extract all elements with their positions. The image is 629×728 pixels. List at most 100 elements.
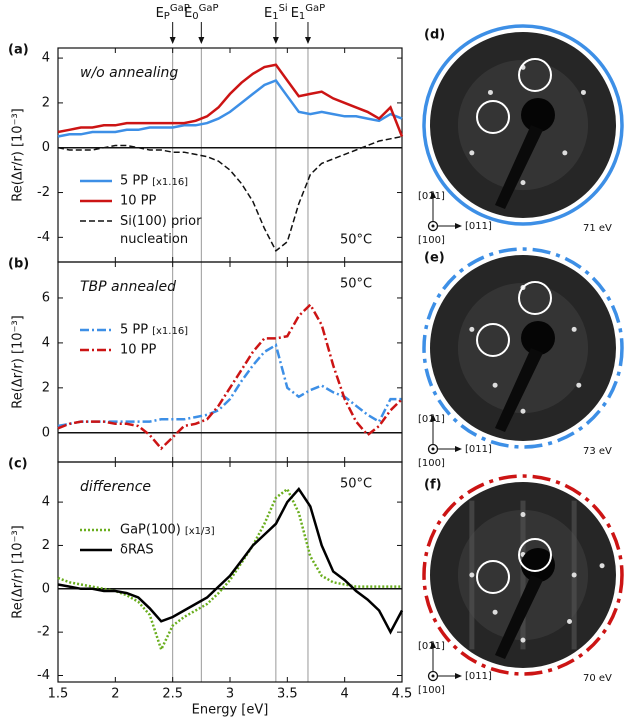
leed-energy: 70 eV (583, 673, 612, 684)
leed-marker (518, 58, 552, 92)
panel-label: (b) (8, 257, 29, 272)
axis-label: [100] (418, 458, 445, 469)
leed-panel-label: (d) (424, 28, 445, 43)
leed-spot (571, 572, 577, 578)
leed-marker (476, 560, 510, 594)
legend-label: 5 PP (120, 323, 148, 338)
axis-normal (427, 443, 439, 455)
y-tick-label: -4 (37, 668, 50, 683)
leed-shadow (521, 548, 555, 582)
leed-shadow (521, 98, 555, 132)
marker-arrowhead (272, 37, 279, 44)
leed-spot (520, 637, 526, 643)
leed-panel-label: (f) (424, 478, 442, 493)
leed-holder (495, 348, 543, 432)
y-tick-label: -2 (37, 625, 50, 640)
axis-normal-dot (431, 447, 435, 451)
series-line (57, 302, 403, 451)
marker-sup: Si (279, 3, 288, 14)
y-axis-label: Re(Δr/r) [10⁻³] (11, 108, 26, 201)
y-tick-label: 6 (42, 290, 50, 305)
marker-label: E1Si (264, 3, 288, 22)
axis-label: [100] (418, 235, 445, 246)
y-tick-label: 2 (42, 95, 50, 110)
legend-scale: [x1/3] (185, 526, 215, 537)
axis-label: [011] (465, 671, 492, 682)
axis-label: [011] (465, 221, 492, 232)
x-tick-label: 1.5 (48, 687, 69, 702)
marker-base: E (264, 6, 272, 21)
leed-spot (599, 563, 605, 569)
x-tick-label: 4 (341, 687, 349, 702)
series-line (57, 78, 403, 138)
leed-spot (492, 382, 498, 388)
legend-label: 10 PP (120, 194, 157, 209)
y-tick-label: 4 (42, 495, 50, 510)
legend-label: 5 PP (120, 174, 148, 189)
y-tick-label: -4 (37, 230, 50, 245)
marker-sub: 1 (272, 11, 278, 22)
marker-label: EPGaP (156, 3, 190, 22)
annotation: w/o annealing (80, 65, 178, 81)
marker-sup: GaP (305, 3, 325, 14)
leed-ring (422, 24, 624, 226)
panel-label: (c) (8, 457, 28, 472)
leed-spot (487, 89, 493, 95)
axis-label: [01̄1] (418, 191, 445, 202)
axis-normal-dot (431, 674, 435, 678)
x-tick-label: 4.5 (392, 687, 413, 702)
axis-arrowhead (455, 223, 462, 229)
plot-frame (57, 461, 403, 683)
axis-normal-dot (431, 224, 435, 228)
leed-energy: 73 eV (583, 446, 612, 457)
marker-base: E (156, 6, 164, 21)
marker-sup: GaP (170, 3, 190, 14)
axis-label: [011] (465, 444, 492, 455)
series-line (57, 135, 403, 252)
y-axis-label: Re(Δr/r) [10⁻³] (11, 315, 26, 408)
leed-ring (422, 247, 624, 449)
marker-arrowhead (198, 37, 205, 44)
leed-panel-label: (e) (424, 251, 445, 266)
temperature: 50°C (340, 233, 372, 248)
temperature: 50°C (340, 477, 372, 492)
marker-base: E (184, 6, 192, 21)
x-tick-label: 2 (111, 687, 119, 702)
marker-arrowhead (304, 37, 311, 44)
leed-spot (492, 609, 498, 615)
axis-arrowhead (455, 446, 462, 452)
axis-normal (427, 670, 439, 682)
x-axis-label: Energy [eV] (192, 703, 269, 718)
y-axis-label: Re(Δr/r) [10⁻³] (11, 525, 26, 618)
leed-holder (495, 125, 543, 209)
panel-label: (a) (8, 43, 29, 58)
legend-label: Si(100) prior nucleation (120, 214, 202, 247)
leed-spot (520, 180, 526, 186)
legend-scale: [x1.16] (152, 326, 188, 337)
legend-label: GaP(100) (120, 523, 181, 538)
axis-arrowhead (430, 191, 436, 198)
leed-energy: 71 eV (583, 223, 612, 234)
leed-holder (495, 575, 543, 659)
leed-spot (520, 512, 526, 518)
x-tick-label: 3 (226, 687, 234, 702)
legend-line: Si(100) prior (120, 214, 202, 229)
axis-arrowhead (455, 673, 462, 679)
y-tick-label: 0 (42, 425, 50, 440)
marker-sub: 1 (299, 11, 305, 22)
x-tick-label: 3.5 (277, 687, 298, 702)
x-tick-label: 2.5 (162, 687, 183, 702)
leed-spot (469, 150, 475, 156)
y-tick-label: 0 (42, 581, 50, 596)
leed-marker (518, 538, 552, 572)
y-tick-label: -2 (37, 185, 50, 200)
y-tick-label: 4 (42, 51, 50, 66)
axis-label: [01̄1] (418, 641, 445, 652)
leed-spot (562, 150, 568, 156)
leed-spot (576, 382, 582, 388)
axis-normal (427, 220, 439, 232)
series-line (57, 487, 402, 653)
marker-arrowhead (169, 37, 176, 44)
y-tick-label: 0 (42, 140, 50, 155)
